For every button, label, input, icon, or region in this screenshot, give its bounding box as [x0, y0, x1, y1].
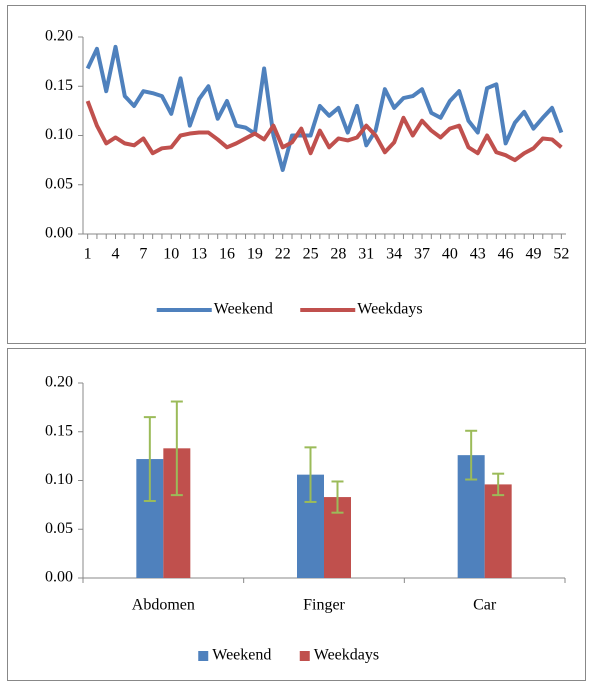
legend-swatch — [299, 651, 310, 661]
x-tick-label: 19 — [247, 246, 263, 263]
x-tick-label: 34 — [386, 246, 402, 263]
x-tick-label: 28 — [330, 246, 346, 263]
legend-label: Weekdays — [314, 647, 379, 664]
y-tick-label: 0.00 — [45, 569, 73, 586]
x-tick-label: 22 — [275, 246, 291, 263]
y-tick-label: 0.05 — [45, 520, 73, 537]
legend-label: Weekend — [212, 647, 271, 664]
y-tick-label: 0.15 — [45, 422, 73, 439]
error-bar — [465, 429, 478, 481]
y-tick-label: 0.15 — [45, 77, 73, 94]
y-tick-label: 0.10 — [45, 471, 73, 488]
y-tick-label: 0.10 — [45, 126, 73, 143]
x-tick-label: 31 — [358, 246, 374, 263]
x-tick-label: Car — [473, 597, 497, 614]
y-tick-label: 0.20 — [45, 28, 73, 45]
x-tick-label: 13 — [191, 246, 207, 263]
x-tick-label: 46 — [498, 246, 514, 263]
x-tick-label: 37 — [414, 246, 430, 263]
error-bar — [304, 446, 317, 503]
legend-swatch — [198, 651, 209, 661]
error-bar — [143, 416, 156, 502]
legend-label: Weekdays — [357, 301, 422, 318]
bar — [484, 484, 512, 578]
x-tick-label: Abdomen — [132, 597, 195, 614]
x-tick-label: 4 — [112, 246, 120, 263]
legend-label: Weekend — [214, 301, 273, 318]
y-tick-label: 0.20 — [45, 374, 73, 391]
x-tick-label: 10 — [163, 246, 179, 263]
error-bar — [492, 472, 505, 497]
line-series — [85, 44, 564, 172]
error-bar — [170, 400, 183, 497]
x-tick-label: 49 — [525, 246, 541, 263]
x-tick-label: 40 — [442, 246, 458, 263]
error-bar — [331, 480, 344, 514]
line-series — [85, 100, 563, 163]
x-tick-label: 25 — [303, 246, 319, 263]
x-tick-label: 16 — [219, 246, 235, 263]
x-tick-label: 43 — [470, 246, 486, 263]
chart-frame — [7, 5, 586, 344]
x-tick-label: 52 — [553, 246, 569, 263]
x-tick-label: 1 — [84, 246, 92, 263]
y-tick-label: 0.05 — [45, 175, 73, 192]
x-tick-label: Finger — [303, 597, 345, 614]
y-tick-label: 0.00 — [45, 225, 73, 242]
x-tick-label: 7 — [139, 246, 147, 263]
